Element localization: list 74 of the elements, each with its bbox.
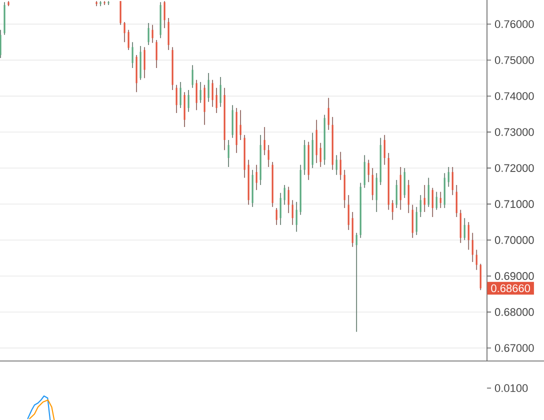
candlestick bbox=[164, 0, 166, 29]
candlestick bbox=[284, 184, 286, 206]
candlestick bbox=[404, 168, 406, 198]
candlestick bbox=[356, 232, 358, 332]
candlestick bbox=[148, 22, 150, 46]
candlestick bbox=[220, 76, 222, 108]
candlestick bbox=[268, 144, 270, 168]
candlestick bbox=[228, 140, 230, 168]
candlestick bbox=[452, 166, 454, 196]
candlestick bbox=[292, 200, 294, 226]
candlestick bbox=[364, 154, 366, 188]
candlestick bbox=[428, 177, 430, 208]
candlestick bbox=[176, 84, 178, 114]
candlestick bbox=[156, 39, 158, 68]
candlestick bbox=[464, 218, 466, 241]
candlestick bbox=[288, 186, 290, 214]
candlestick bbox=[432, 187, 434, 218]
candlestick bbox=[408, 180, 410, 214]
candlestick bbox=[368, 159, 370, 183]
candlestick bbox=[424, 184, 426, 212]
candlestick bbox=[120, 0, 122, 26]
candlestick bbox=[448, 166, 450, 188]
candlestick bbox=[132, 42, 134, 68]
candlestick bbox=[480, 263, 482, 291]
candlestick bbox=[208, 72, 210, 102]
y-tick-label: 0.71000 bbox=[494, 200, 534, 208]
candlestick bbox=[416, 206, 418, 236]
candlestick bbox=[328, 97, 330, 130]
candlestick bbox=[420, 194, 422, 218]
candlestick bbox=[188, 90, 190, 112]
candlestick bbox=[372, 168, 374, 201]
candlestick bbox=[456, 184, 458, 218]
candlestick bbox=[240, 110, 242, 140]
candlestick bbox=[376, 172, 378, 212]
candlestick bbox=[436, 191, 438, 210]
candlestick bbox=[468, 222, 470, 250]
candlestick bbox=[168, 18, 170, 50]
candlestick bbox=[336, 154, 338, 176]
y-tick-label: 0.74000 bbox=[494, 92, 534, 100]
candlestick bbox=[476, 249, 478, 270]
text: 0.68660 bbox=[491, 284, 530, 292]
candlestick bbox=[128, 29, 130, 50]
y-tick-label: 0.68000 bbox=[494, 308, 534, 316]
candlestick bbox=[348, 194, 350, 230]
candlestick bbox=[296, 201, 298, 232]
candlestick bbox=[144, 46, 146, 79]
candlestick bbox=[196, 79, 198, 111]
candlestick bbox=[200, 82, 202, 104]
y-tick-label: 0.73000 bbox=[494, 128, 534, 136]
y-tick-label: 0.76000 bbox=[494, 20, 534, 28]
candlestick bbox=[412, 204, 414, 238]
candlestick bbox=[264, 126, 266, 156]
candlestick bbox=[256, 164, 258, 190]
y-tick-label: 0.69000 bbox=[494, 272, 534, 280]
y-tick-label: 0.72000 bbox=[494, 164, 534, 172]
candlestick bbox=[340, 151, 342, 180]
candlestick bbox=[152, 24, 154, 44]
candlestick bbox=[276, 208, 278, 226]
candlestick bbox=[216, 87, 218, 114]
y-tick-label: 0.67000 bbox=[494, 344, 534, 352]
candlestick bbox=[280, 192, 282, 226]
candlestick bbox=[180, 82, 182, 108]
candlestick bbox=[320, 142, 322, 168]
candlestick bbox=[396, 180, 398, 208]
candlestick bbox=[124, 22, 126, 43]
y-tick-label: 0.75000 bbox=[494, 56, 534, 64]
text: 0.0100 bbox=[494, 384, 528, 392]
candlestick bbox=[472, 232, 474, 262]
candlestick bbox=[384, 134, 386, 166]
candlestick bbox=[392, 200, 394, 220]
candlestick bbox=[212, 79, 214, 108]
y-tick-label: 0.70000 bbox=[494, 236, 534, 244]
candlestick bbox=[440, 191, 442, 208]
candlestick bbox=[192, 64, 194, 88]
